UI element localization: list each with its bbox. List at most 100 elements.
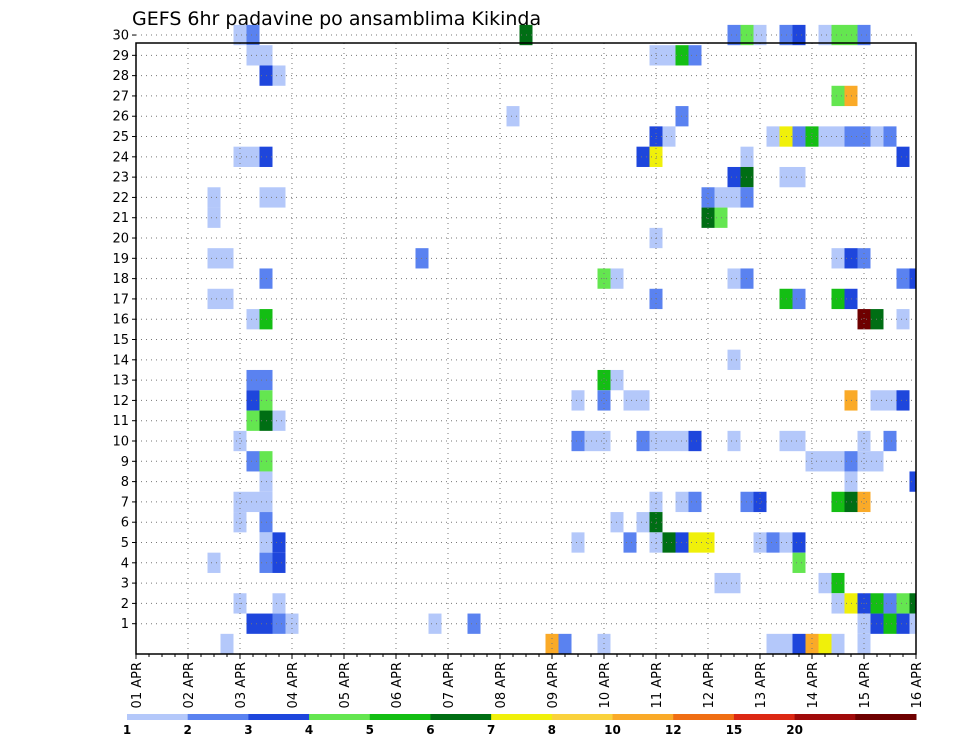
precip-cell	[246, 309, 260, 330]
x-tick-label: 02 APR	[182, 662, 197, 708]
precip-cell	[792, 166, 806, 188]
precip-cell	[571, 390, 585, 411]
x-tick-label: 12 APR	[702, 662, 717, 708]
colorbar-label: 2	[184, 723, 192, 737]
precip-cell	[233, 491, 247, 513]
precip-cell	[272, 613, 286, 634]
precip-cell	[896, 268, 910, 289]
precip-cell	[909, 268, 916, 289]
precip-cell	[272, 593, 286, 614]
precip-cell	[883, 126, 897, 147]
precip-cell	[233, 430, 247, 452]
precip-cell	[246, 146, 260, 167]
colorbar-swatch	[369, 714, 431, 720]
colorbar-label: 3	[244, 723, 252, 737]
y-tick-label: 5	[121, 536, 129, 551]
precip-cell	[896, 390, 910, 411]
precip-cell	[818, 572, 832, 594]
x-tick-label: 04 APR	[286, 662, 301, 708]
precip-cell	[753, 491, 767, 513]
precip-cell	[233, 512, 247, 533]
y-tick-label: 15	[112, 333, 129, 348]
cells-layer	[207, 24, 916, 655]
y-tick-label: 27	[112, 89, 129, 104]
precip-cell	[636, 512, 650, 533]
x-tick-label: 08 APR	[494, 662, 509, 708]
y-tick-label: 16	[112, 313, 129, 328]
precip-cell	[792, 552, 806, 573]
precip-cell	[246, 390, 260, 411]
precip-cell	[883, 430, 897, 452]
precip-cell	[636, 430, 650, 452]
y-tick-label: 11	[112, 414, 129, 429]
precip-cell	[207, 207, 221, 228]
x-tick-label: 01 APR	[130, 662, 145, 708]
precip-cell	[896, 146, 910, 167]
precip-cell	[883, 390, 897, 411]
colorbar-swatch	[248, 714, 310, 720]
y-tick-label: 21	[112, 211, 129, 226]
y-tick-label: 10	[112, 435, 129, 450]
precip-cell	[727, 430, 741, 452]
colorbar-swatch	[309, 714, 371, 720]
y-tick-label: 28	[112, 69, 129, 84]
precip-cell	[662, 430, 676, 452]
y-tick-label: 14	[112, 353, 129, 368]
y-tick-label: 30	[112, 29, 129, 44]
precip-cell	[597, 390, 611, 411]
precip-cell	[207, 552, 221, 573]
y-tick-label: 1	[121, 617, 129, 632]
precip-cell	[623, 532, 637, 553]
precip-cell	[857, 451, 871, 472]
precip-cell	[896, 613, 910, 634]
precip-cell	[246, 451, 260, 472]
precip-cell	[688, 491, 702, 513]
colorbar-label: 10	[604, 723, 621, 737]
y-tick-label: 12	[112, 394, 129, 409]
colorbar-swatch	[733, 714, 796, 720]
precip-cell	[623, 390, 637, 411]
x-tick-label: 05 APR	[338, 662, 353, 708]
colorbar-swatch	[551, 714, 614, 720]
x-tick-label: 15 APR	[858, 662, 873, 708]
y-tick-label: 8	[121, 475, 129, 490]
precip-cell	[428, 613, 442, 634]
y-tick-label: 4	[121, 556, 129, 571]
precip-cell	[792, 288, 806, 310]
colorbar-swatch	[187, 714, 249, 720]
precip-cell	[831, 248, 845, 269]
colorbar-label: 7	[487, 723, 495, 737]
colorbar-swatch	[430, 714, 492, 720]
precip-cell	[727, 349, 741, 370]
precip-cell	[272, 552, 286, 573]
precip-cell	[246, 410, 260, 431]
precip-cell	[220, 633, 234, 655]
precip-cell	[246, 369, 260, 391]
precip-cell	[636, 146, 650, 167]
precip-cell	[233, 146, 247, 167]
precip-cell	[753, 532, 767, 553]
colorbar-label: 15	[726, 723, 743, 737]
precip-cell	[766, 532, 780, 553]
precip-cell	[818, 126, 832, 147]
precip-cell	[571, 532, 585, 553]
precip-cell	[233, 24, 247, 46]
y-tick-label: 29	[112, 49, 129, 64]
precip-cell	[207, 248, 221, 269]
y-tick-label: 23	[112, 171, 129, 186]
precip-cell	[727, 187, 741, 208]
precip-cell	[207, 288, 221, 310]
y-tick-label: 17	[112, 292, 129, 307]
colorbar-label: 5	[366, 723, 374, 737]
precip-cell	[688, 532, 702, 553]
precip-cell	[766, 633, 780, 655]
precip-cell	[662, 532, 676, 553]
precip-cell	[246, 613, 260, 634]
precip-cell	[857, 491, 871, 513]
precip-cell	[909, 613, 916, 634]
x-axis: 01 APR 02 APR 03 APR 04 APR 05 APR 06 APR 07 A…	[130, 654, 925, 708]
precip-cell	[636, 390, 650, 411]
colorbar-label: 4	[305, 723, 313, 737]
precip-cell	[688, 430, 702, 452]
precip-cell	[792, 24, 806, 46]
